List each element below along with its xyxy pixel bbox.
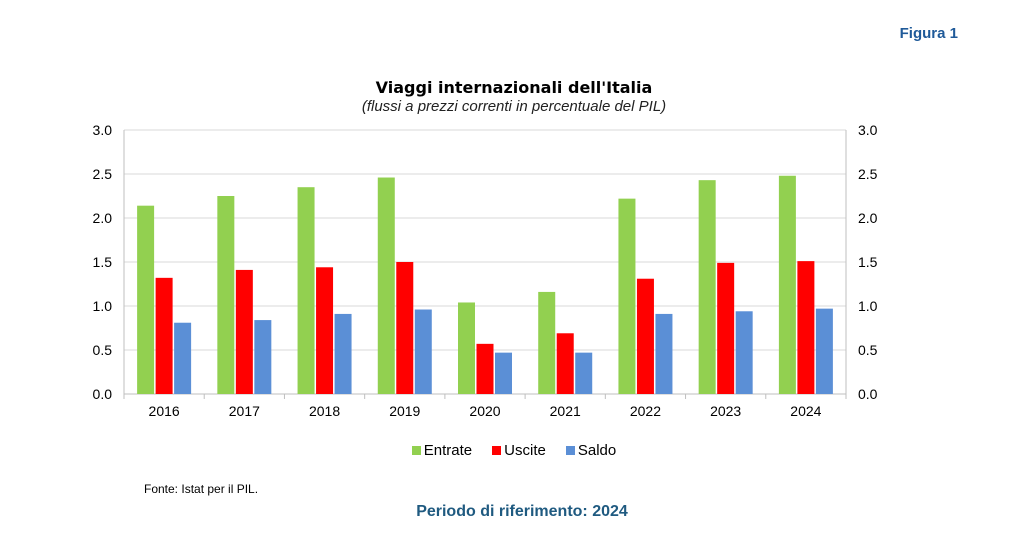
- y2-tick-label: 0.0: [858, 386, 878, 402]
- bar-entrate-2024: [778, 175, 796, 394]
- y-tick-label: 1.5: [93, 254, 113, 270]
- x-tick-label: 2018: [309, 403, 340, 419]
- legend-label-uscite: Uscite: [504, 442, 546, 459]
- figure-label: Figura 1: [899, 25, 958, 42]
- bar-uscite-2019: [396, 262, 414, 394]
- bar-saldo-2019: [414, 309, 432, 394]
- x-tick-label: 2022: [630, 403, 661, 419]
- y-tick-label: 0.0: [93, 386, 113, 402]
- bar-entrate-2019: [377, 177, 395, 394]
- bar-saldo-2020: [495, 352, 512, 394]
- x-tick-label: 2016: [149, 403, 180, 419]
- reference-period: Periodo di riferimento: 2024: [416, 503, 628, 520]
- legend-label-saldo: Saldo: [577, 442, 617, 459]
- y-tick-label: 2.5: [93, 166, 113, 182]
- bar-entrate-2023: [698, 180, 716, 394]
- x-tick-label: 2023: [710, 403, 741, 419]
- bar-uscite-2021: [556, 333, 574, 394]
- bar-uscite-2023: [717, 262, 735, 394]
- y-tick-label: 3.0: [93, 122, 113, 138]
- bar-uscite-2020: [476, 343, 494, 394]
- bar-saldo-2023: [735, 311, 753, 394]
- x-tick-label: 2024: [790, 403, 821, 419]
- chart-legend: Entrate Uscite Saldo: [0, 442, 1024, 459]
- bar-uscite-2017: [235, 269, 253, 394]
- bar-saldo-2022: [655, 313, 673, 394]
- x-tick-label: 2019: [389, 403, 420, 419]
- legend-item-entrate: Entrate: [411, 442, 473, 459]
- bar-saldo-2018: [334, 313, 352, 394]
- y-tick-label: 0.5: [93, 342, 113, 358]
- chart-title: Viaggi internazionali dell'Italia: [375, 78, 653, 97]
- legend-swatch-uscite: [492, 446, 502, 455]
- y-tick-label: 1.0: [93, 298, 113, 314]
- chart-subtitle: (flussi a prezzi correnti in percentuale…: [361, 98, 667, 115]
- bar-uscite-2018: [316, 267, 334, 394]
- legend-item-uscite: Uscite: [492, 442, 546, 459]
- bar-saldo-2017: [254, 320, 272, 394]
- bar-uscite-2016: [155, 277, 173, 394]
- bar-uscite-2022: [636, 278, 654, 394]
- y2-tick-label: 2.5: [858, 166, 878, 182]
- y2-tick-label: 2.0: [858, 210, 878, 226]
- bar-entrate-2021: [538, 291, 556, 394]
- x-tick-label: 2017: [229, 403, 260, 419]
- bar-saldo-2016: [174, 322, 192, 394]
- legend-swatch-entrate: [411, 446, 421, 455]
- y-tick-label: 2.0: [93, 210, 113, 226]
- bar-entrate-2022: [618, 198, 636, 394]
- y2-tick-label: 3.0: [858, 122, 878, 138]
- legend-label-entrate: Entrate: [423, 442, 473, 459]
- legend-item-saldo: Saldo: [565, 442, 617, 459]
- legend-swatch-saldo: [565, 446, 575, 455]
- y2-tick-label: 1.5: [858, 254, 878, 270]
- bar-saldo-2021: [575, 352, 593, 394]
- y2-tick-label: 0.5: [858, 342, 878, 358]
- bar-entrate-2018: [297, 187, 315, 394]
- x-tick-label: 2020: [469, 403, 500, 419]
- bar-entrate-2016: [137, 205, 155, 394]
- bar-saldo-2024: [815, 308, 833, 394]
- source-note: Fonte: Istat per il PIL.: [144, 482, 259, 496]
- bar-entrate-2017: [217, 196, 235, 394]
- bar-uscite-2024: [797, 261, 815, 394]
- x-tick-label: 2021: [550, 403, 581, 419]
- bar-entrate-2020: [458, 302, 475, 394]
- y2-tick-label: 1.0: [858, 298, 878, 314]
